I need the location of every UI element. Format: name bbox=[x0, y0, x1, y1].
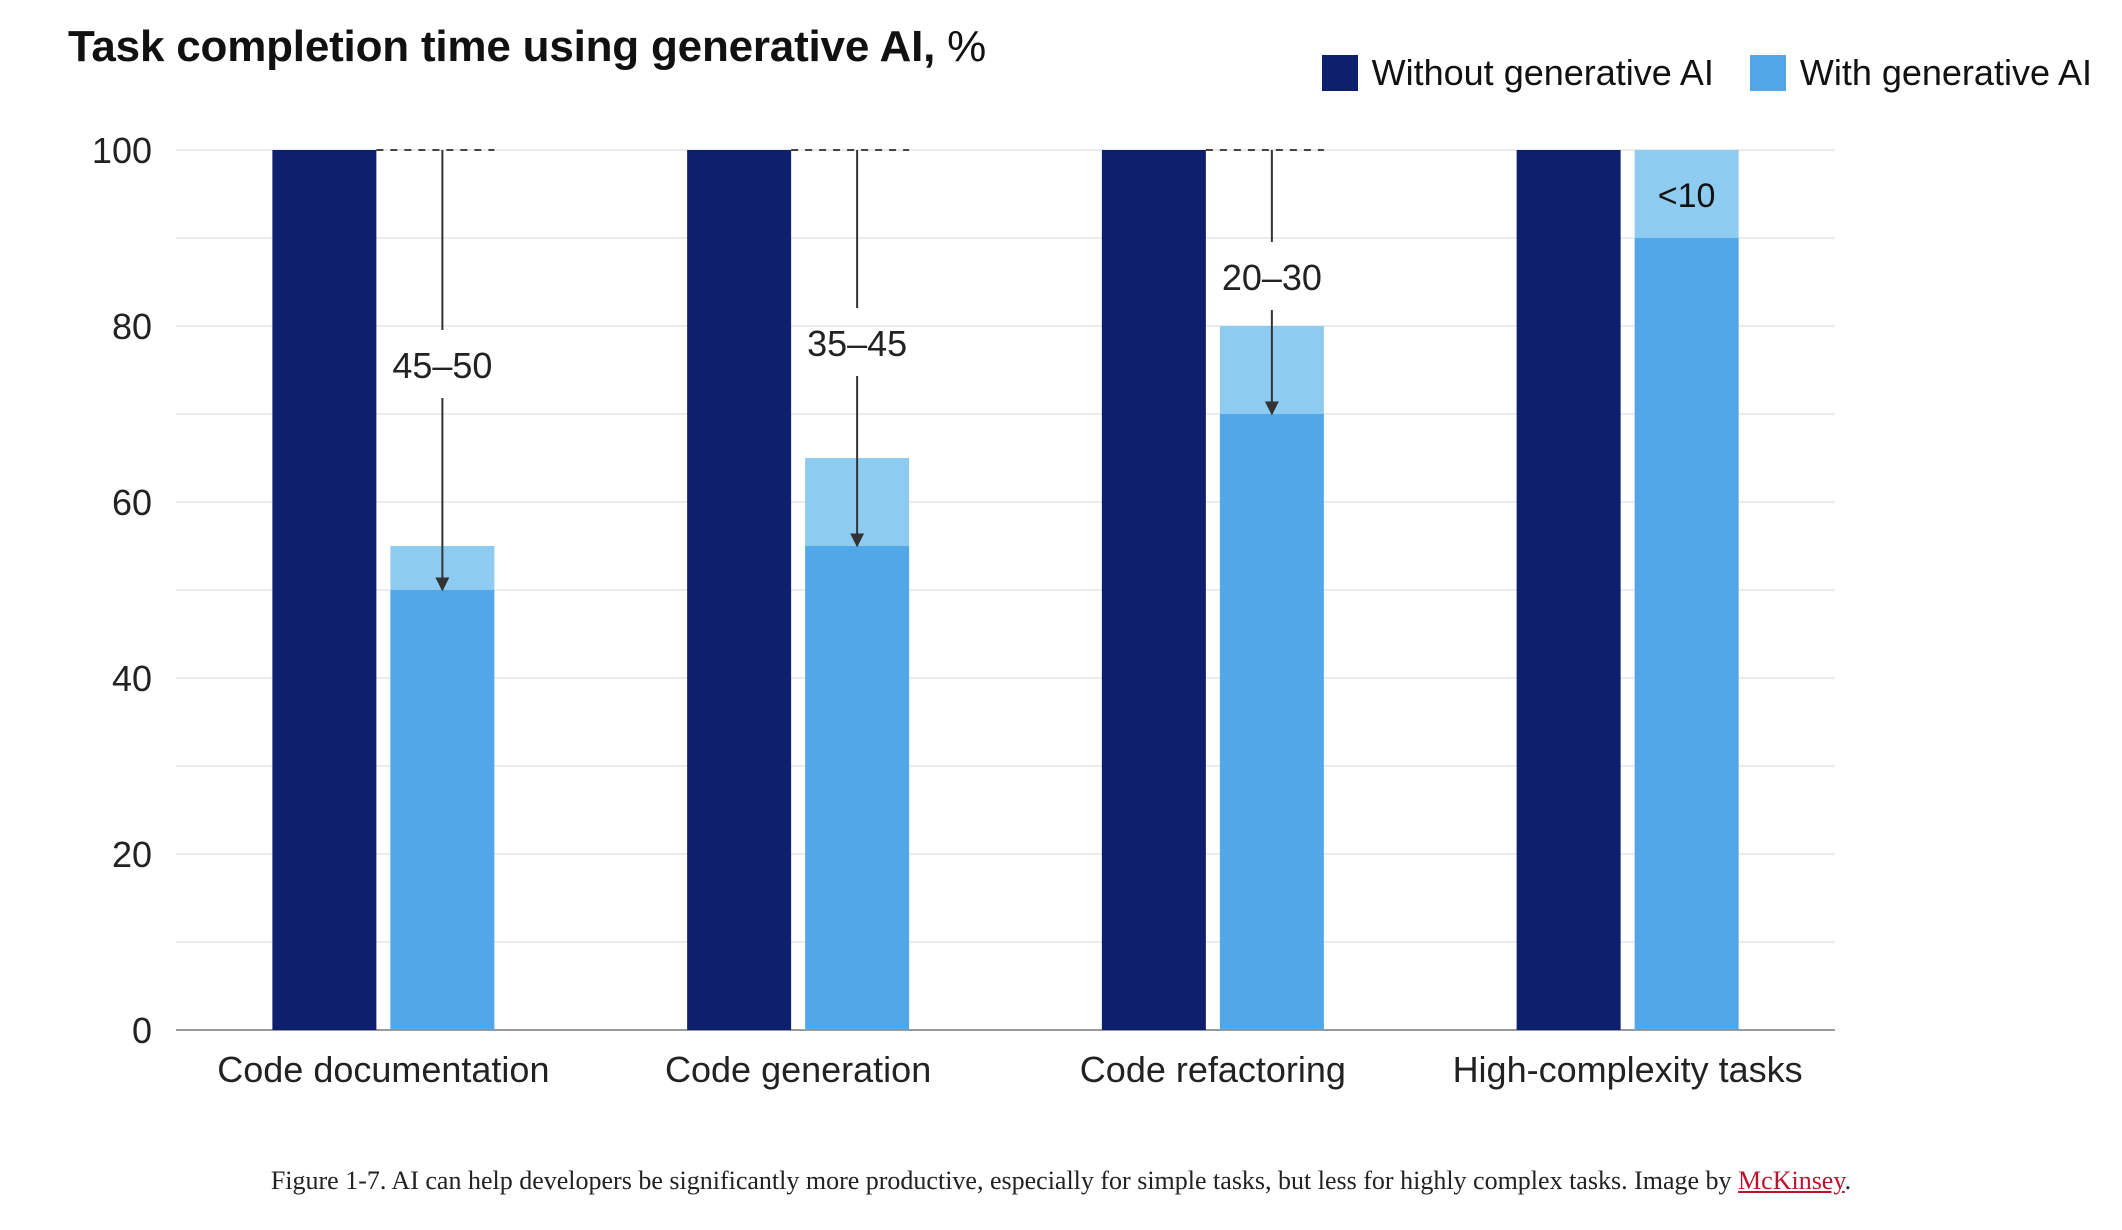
chart-title: Task completion time using generative AI… bbox=[68, 22, 986, 72]
legend-label-with-ai: With generative AI bbox=[1799, 52, 2092, 93]
chart-title-text: Task completion time using generative AI… bbox=[68, 22, 936, 71]
bars bbox=[272, 150, 1739, 1030]
bar-with-ai bbox=[805, 546, 910, 1030]
legend-item-without-ai: Without generative AI bbox=[1321, 52, 1714, 94]
y-tick-label: 40 bbox=[112, 658, 152, 699]
annotation-label: 20–30 bbox=[1222, 257, 1322, 298]
y-tick-label: 80 bbox=[112, 306, 152, 347]
y-tick-label: 100 bbox=[92, 130, 152, 171]
bar-without-ai bbox=[1101, 150, 1206, 1030]
caption-text: Figure 1-7. AI can help developers be si… bbox=[270, 1166, 1739, 1195]
figure-caption: Figure 1-7. AI can help developers be si… bbox=[0, 1166, 2122, 1196]
annotation-label: 35–45 bbox=[807, 323, 907, 364]
bar-without-ai bbox=[272, 150, 377, 1030]
y-tick-label: 20 bbox=[112, 834, 152, 875]
chart-legend: Without generative AI With generative AI bbox=[1286, 52, 2092, 94]
bar-with-ai bbox=[1219, 414, 1324, 1030]
category-label: High-complexity tasks bbox=[1453, 1049, 1803, 1090]
y-axis: 0 20 40 60 80 100 bbox=[92, 130, 152, 1051]
caption-end: . bbox=[1844, 1166, 1852, 1195]
category-label: Code documentation bbox=[217, 1049, 549, 1090]
bar-with-ai-range bbox=[1634, 150, 1739, 238]
chart-title-unit: % bbox=[947, 22, 987, 71]
bar-without-ai bbox=[1516, 150, 1621, 1030]
category-label: Code generation bbox=[665, 1049, 931, 1090]
legend-item-with-ai: With generative AI bbox=[1749, 52, 2092, 94]
legend-swatch-without-ai bbox=[1321, 55, 1358, 91]
bar-with-ai bbox=[390, 590, 495, 1030]
bar-without-ai bbox=[687, 150, 792, 1030]
bar-with-ai bbox=[1634, 238, 1739, 1030]
legend-label-without-ai: Without generative AI bbox=[1371, 52, 1714, 93]
y-tick-label: 0 bbox=[132, 1010, 152, 1051]
annotations: 45–50 35–45 20–30 <10 bbox=[376, 149, 1716, 592]
annotation-label: 45–50 bbox=[392, 345, 492, 386]
x-axis: Code documentation Code generation Code re… bbox=[217, 1049, 1802, 1090]
y-tick-label: 60 bbox=[112, 482, 152, 523]
annotation-label: <10 bbox=[1658, 177, 1716, 215]
legend-swatch-with-ai bbox=[1749, 55, 1786, 91]
caption-link-mckinsey[interactable]: McKinsey bbox=[1738, 1166, 1845, 1195]
category-label: Code refactoring bbox=[1080, 1049, 1346, 1090]
